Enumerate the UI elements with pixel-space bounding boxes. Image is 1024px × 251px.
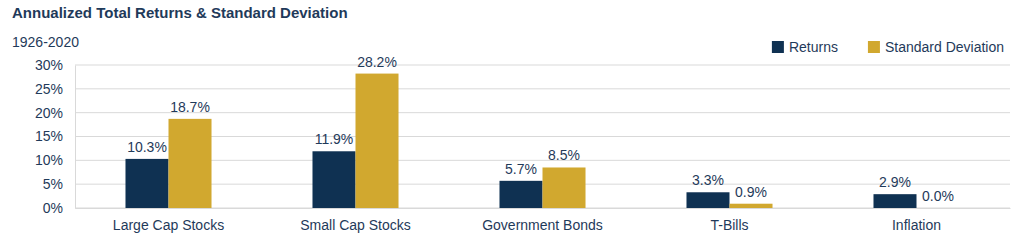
x-tick: T-Bills [710,208,748,233]
x-axis-line [76,208,1011,209]
y-tick-label: 20% [35,105,63,121]
legend-swatch [772,41,784,53]
title: Annualized Total Returns & Standard Devi… [12,4,348,21]
y-tick-label: 25% [35,81,63,97]
data-label: 2.9% [879,174,911,190]
data-labels: 10.3% 11.9% 5.7% 3.3% 2.9% 18.7% 28.2% 8.5% 0.9%… [127,54,954,204]
data-label: 0.9% [735,184,767,200]
subtitle: 1926-2020 [12,34,79,50]
grid-line [75,112,1010,113]
data-label: 0.0% [922,188,954,204]
x-tick: Large Cap Stocks [113,208,224,233]
y-tick-label: 0% [43,200,63,216]
legend-swatch [868,41,880,53]
x-tick-label: Inflation [892,217,941,233]
grid [75,65,1010,208]
y-tick: 25% [35,81,75,97]
data-label: 10.3% [127,139,167,155]
grid-line [75,65,1010,66]
y-tick-label: 10% [35,152,63,168]
x-tick: Government Bonds [482,208,603,233]
y-tick: 30% [35,57,75,73]
y-axis: 0% 5% 10% 15% 20% 25% 30% [35,57,76,216]
y-tick-label: 30% [35,57,63,73]
y-tick-label: 15% [35,128,63,144]
grid-line [75,160,1010,161]
bar [730,204,773,208]
bars [125,74,916,208]
bar [686,192,729,208]
bar [873,194,916,208]
x-tick: Inflation [892,208,941,233]
y-tick: 15% [35,128,75,144]
x-axis: Large Cap Stocks Small Cap Stocks Governme… [76,208,1011,233]
bar [125,159,168,208]
bar [917,208,960,209]
data-label: 28.2% [357,54,397,70]
legend-item: Returns [772,39,838,55]
x-tick: Small Cap Stocks [300,208,410,233]
data-label: 18.7% [170,99,210,115]
x-tick-label: Large Cap Stocks [113,217,224,233]
bar [312,151,355,208]
y-tick-label: 5% [43,176,63,192]
data-label: 8.5% [548,147,580,163]
bar [543,167,586,208]
grid-line [75,136,1010,137]
y-axis-line [75,66,76,209]
data-label: 5.7% [505,161,537,177]
chart: Annualized Total Returns & Standard Devi… [0,0,1024,251]
y-tick: 20% [35,105,75,121]
legend: Returns Standard Deviation [772,39,1004,55]
legend-label: Standard Deviation [885,39,1004,55]
x-tick-label: Small Cap Stocks [300,217,410,233]
y-tick: 10% [35,152,75,168]
x-tick-label: T-Bills [710,217,748,233]
grid-line [75,88,1010,89]
x-tick-label: Government Bonds [482,217,603,233]
data-label: 3.3% [692,172,724,188]
y-tick: 5% [43,176,75,192]
y-tick: 0% [43,200,75,216]
legend-item: Standard Deviation [868,39,1004,55]
bar [499,181,542,208]
plot: 0% 5% 10% 15% 20% 25% 30% Large Cap Stocks Small… [35,54,1011,233]
legend-label: Returns [789,39,838,55]
bar [169,119,212,208]
data-label: 11.9% [315,131,354,147]
bar [356,74,399,208]
